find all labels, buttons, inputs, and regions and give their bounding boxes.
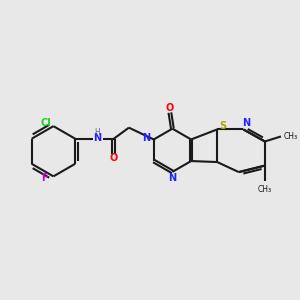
Text: S: S	[220, 122, 227, 131]
Text: CH₃: CH₃	[258, 184, 272, 194]
Text: O: O	[166, 103, 174, 112]
Text: N: N	[142, 134, 151, 143]
Text: N: N	[242, 118, 250, 128]
Text: CH₃: CH₃	[284, 132, 298, 141]
Text: H: H	[94, 128, 100, 137]
Text: Cl: Cl	[40, 118, 51, 128]
Text: N: N	[168, 173, 176, 183]
Text: F: F	[41, 173, 48, 183]
Text: N: N	[93, 133, 101, 143]
Text: O: O	[110, 153, 118, 163]
